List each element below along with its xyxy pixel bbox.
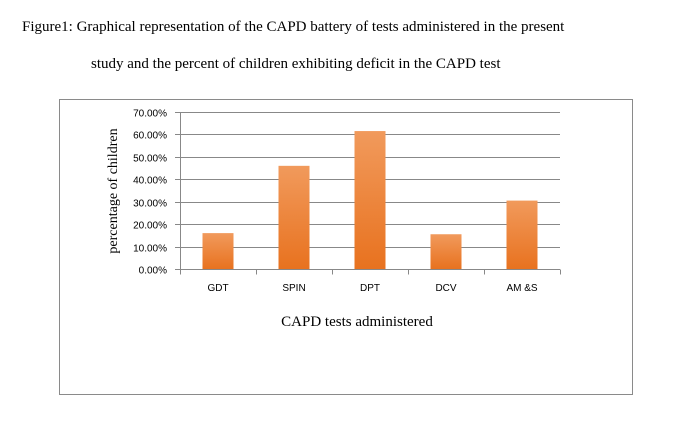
axes <box>175 112 561 275</box>
bar-spin <box>278 165 310 269</box>
y-tick-label: 10.00% <box>133 244 167 255</box>
y-tick-label: 20.00% <box>133 221 167 232</box>
y-tick-label: 40.00% <box>133 176 167 187</box>
bars <box>202 131 538 269</box>
y-tick-label: 60.00% <box>133 131 167 142</box>
y-tick-label: 70.00% <box>133 109 167 120</box>
bar-am-s <box>506 200 538 269</box>
y-tick-label: 30.00% <box>133 199 167 210</box>
bar-dcv <box>430 234 462 269</box>
x-category-label: GDT <box>207 283 228 294</box>
figure-caption-line-2: study and the percent of children exhibi… <box>91 56 501 72</box>
x-category-label: SPIN <box>282 283 305 294</box>
bar-dpt <box>354 131 386 269</box>
figure-caption-line-1: Figure1: Graphical representation of the… <box>22 19 565 35</box>
y-axis-title: percentage of children <box>106 128 121 253</box>
x-axis-title: CAPD tests administered <box>281 314 433 330</box>
chart-frame <box>59 99 633 395</box>
y-tick-label: 50.00% <box>133 154 167 165</box>
bar-gdt <box>202 233 234 269</box>
x-category-label: AM &S <box>506 283 537 294</box>
y-tick-label: 0.00% <box>139 266 167 277</box>
x-category-label: DCV <box>435 283 456 294</box>
x-category-label: DPT <box>360 283 380 294</box>
axis-labels: 0.00% 10.00% 20.00% 30.00% 40.00% 50.00% 60.00… <box>106 109 538 331</box>
